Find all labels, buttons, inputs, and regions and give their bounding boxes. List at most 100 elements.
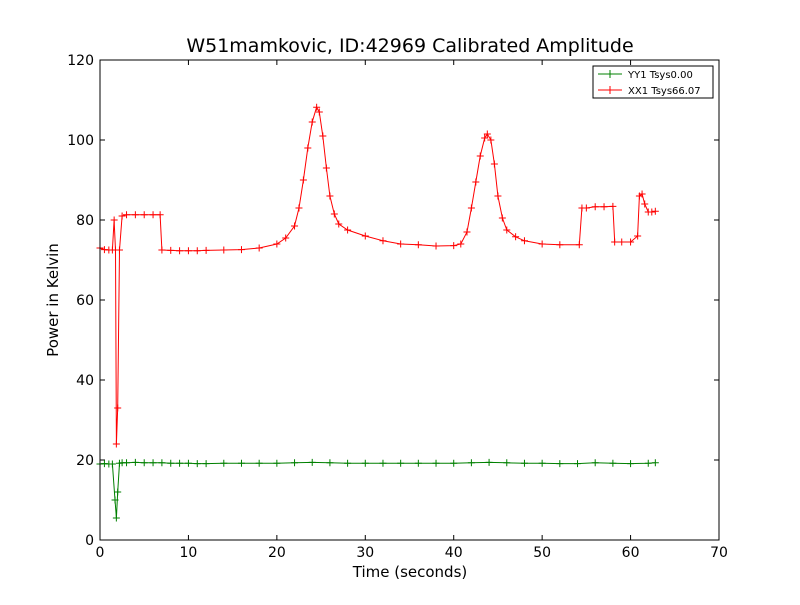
data-point [644, 459, 652, 467]
data-point [237, 459, 245, 467]
y-tick-label: 60 [76, 293, 94, 309]
data-point [503, 459, 511, 467]
data-point [361, 232, 369, 240]
axis-ticks: 0 10 20 30 40 50 60 70 0 20 40 60 80 100 120 [67, 53, 728, 561]
data-point [118, 212, 126, 220]
data-point [158, 459, 166, 467]
data-point [520, 237, 528, 245]
y-tick-label: 120 [67, 53, 94, 69]
data-point [472, 178, 480, 186]
data-point [114, 488, 122, 496]
data-point [291, 222, 299, 230]
data-point [202, 460, 210, 468]
y-tick-label: 0 [85, 533, 94, 549]
data-point [273, 459, 281, 467]
data-point [114, 404, 122, 412]
data-point [140, 211, 148, 219]
data-point [304, 144, 312, 152]
data-point [220, 459, 228, 467]
y-tick-label: 80 [76, 213, 94, 229]
x-axis-label: Time (seconds) [352, 563, 468, 581]
data-point [627, 238, 635, 246]
data-point [651, 459, 659, 467]
legend-label: XX1 Tsys66.07 [628, 86, 701, 97]
data-point [379, 237, 387, 245]
data-point [335, 220, 343, 228]
data-point [487, 136, 495, 144]
data-point [600, 203, 608, 211]
data-point [184, 459, 192, 467]
data-point [611, 238, 619, 246]
data-point [326, 459, 334, 467]
data-point [282, 234, 290, 242]
data-point [308, 118, 316, 126]
data-point [618, 238, 626, 246]
data-point [308, 458, 316, 466]
y-tick-label: 100 [67, 133, 94, 149]
data-point [450, 459, 458, 467]
data-point [575, 241, 583, 249]
data-point [648, 208, 656, 216]
data-point [110, 216, 118, 224]
data-point [538, 240, 546, 248]
data-point [123, 459, 131, 467]
data-point [463, 228, 471, 236]
data-point [291, 459, 299, 467]
x-tick-label: 10 [180, 545, 198, 561]
data-point [483, 130, 491, 138]
x-tick-label: 30 [356, 545, 374, 561]
data-point [167, 459, 175, 467]
data-point [432, 459, 440, 467]
data-point [481, 134, 489, 142]
data-point [512, 233, 520, 241]
x-tick-label: 60 [622, 545, 640, 561]
data-point [520, 459, 528, 467]
data-point [111, 496, 119, 504]
x-tick-label: 0 [96, 545, 105, 561]
legend-label: YY1 Tsys0.00 [627, 70, 693, 81]
data-point [467, 459, 475, 467]
data-point [344, 459, 352, 467]
data-point [140, 459, 148, 467]
data-point [123, 211, 131, 219]
data-point [158, 246, 166, 254]
chart-title: W51mamkovic, ID:42969 Calibrated Amplitu… [186, 35, 633, 57]
data-point [361, 459, 369, 467]
data-point [591, 459, 599, 467]
data-point [591, 203, 599, 211]
data-point [149, 211, 157, 219]
data-point [574, 460, 582, 468]
data-point [315, 108, 323, 116]
data-point [503, 226, 511, 234]
plot-frame [99, 59, 720, 541]
data-point [556, 241, 564, 249]
data-point [149, 459, 157, 467]
y-tick-label: 20 [76, 453, 94, 469]
data-point [202, 246, 210, 254]
data-point [397, 240, 405, 248]
legend-marker [606, 70, 614, 78]
y-tick-label: 40 [76, 373, 94, 389]
data-point [131, 458, 139, 466]
x-tick-label: 20 [268, 545, 286, 561]
legend-box [592, 65, 714, 99]
data-point [220, 246, 228, 254]
data-point [255, 244, 263, 252]
data-point [255, 459, 263, 467]
data-point [184, 247, 192, 255]
data-point [237, 246, 245, 254]
data-point [330, 210, 338, 218]
data-point [379, 459, 387, 467]
data-point [131, 211, 139, 219]
data-point [193, 460, 201, 468]
data-point [414, 459, 422, 467]
data-point [273, 240, 281, 248]
data-point [115, 246, 123, 254]
data-point [193, 247, 201, 255]
data-point [176, 247, 184, 255]
data-point [485, 458, 493, 466]
data-point [322, 164, 330, 172]
